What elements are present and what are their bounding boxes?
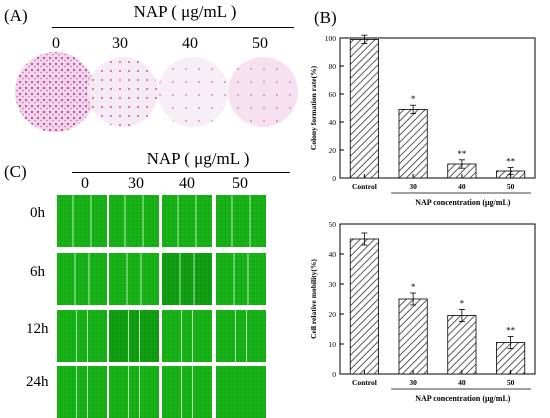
- y-tick-label: 80: [329, 62, 337, 71]
- wound-image: [216, 366, 266, 418]
- y-tick-label: 10: [329, 340, 337, 349]
- y-tick-label: 50: [329, 220, 337, 229]
- bar: [349, 38, 379, 179]
- panel-c-dose-40: 40: [179, 175, 195, 192]
- panel-a-header-rule: [52, 27, 294, 28]
- wound-image: [162, 310, 212, 362]
- wound-image: [216, 195, 266, 247]
- x-tick-label: 30: [409, 378, 417, 387]
- panel-c-label: (C): [4, 162, 27, 181]
- wound-image: [109, 310, 159, 362]
- wound-image: [109, 195, 159, 247]
- colony-plate-30: [88, 57, 158, 127]
- significance-marker: *: [411, 94, 416, 104]
- panel-a-label: (A): [4, 6, 28, 25]
- y-tick-label: 0: [332, 174, 336, 183]
- wound-image: [216, 253, 266, 305]
- panel-a-dose-0: 0: [52, 35, 60, 52]
- panel-a-dose-50: 50: [252, 35, 268, 52]
- y-tick-label: 30: [329, 280, 337, 289]
- bar: [447, 315, 477, 375]
- significance-marker: **: [506, 326, 516, 336]
- plot-frame: [339, 223, 536, 375]
- x-tick-label: 30: [409, 182, 417, 191]
- panel-a-dose-30: 30: [112, 35, 128, 52]
- colony-plate-50: [228, 57, 298, 127]
- y-tick-label: 100: [325, 34, 337, 43]
- wound-image: [57, 195, 107, 247]
- colony-plates: [15, 52, 298, 132]
- x-tick-label: 40: [458, 182, 466, 191]
- y-tick-label: 20: [329, 146, 337, 155]
- bar: [398, 298, 428, 375]
- x-tick-label: Control: [352, 182, 377, 191]
- x-tick-label: Control: [352, 378, 377, 387]
- y-tick-label: 40: [329, 250, 337, 259]
- panel-c-time-12h: 12h: [26, 321, 49, 337]
- wound-image: [109, 366, 159, 418]
- y-tick-label: 20: [329, 310, 337, 319]
- x-tick-label: 50: [507, 182, 515, 191]
- colony-plate-40: [158, 57, 228, 127]
- wound-image: [57, 366, 107, 418]
- cell-mobility-chart: 0 10 20 30 40 50 Control * 30 * 40 ** 50 NAP concentr…: [309, 220, 536, 403]
- y-tick-label: 60: [329, 90, 337, 99]
- y-axis-label: Colony formation rate(%): [309, 65, 318, 150]
- panel-c-dose-30: 30: [128, 175, 144, 192]
- colony-formation-chart: 0 20 40 60 80 100 Control * 30 ** 40 ** 50 NAP concen…: [309, 34, 536, 207]
- bar: [398, 109, 428, 179]
- x-axis-label: NAP concentration (μg/mL): [415, 198, 511, 207]
- y-tick-label: 40: [329, 118, 337, 127]
- wound-image: [162, 195, 212, 247]
- panel-c-header-rule: [72, 172, 290, 173]
- wound-image: [162, 253, 212, 305]
- y-tick-label: 0: [332, 370, 336, 379]
- wound-image: [57, 310, 107, 362]
- panel-a-header: NAP ( μg/mL ): [133, 2, 237, 21]
- bar: [349, 238, 379, 375]
- wound-image: [109, 253, 159, 305]
- panel-b-label: (B): [314, 8, 337, 27]
- colony-plate-0: [15, 52, 95, 132]
- x-tick-label: 50: [507, 378, 515, 387]
- panel-c-time-6h: 6h: [30, 264, 45, 280]
- significance-marker: **: [506, 157, 516, 167]
- significance-marker: *: [460, 299, 465, 309]
- panel-c-time-0h: 0h: [30, 205, 45, 221]
- significance-marker: **: [457, 149, 467, 159]
- significance-marker: *: [411, 282, 416, 292]
- plot-frame: [339, 37, 536, 179]
- panel-c-header: NAP ( μg/mL ): [146, 149, 250, 168]
- panel-a-dose-40: 40: [182, 35, 198, 52]
- x-tick-label: 40: [458, 378, 466, 387]
- panel-c-dose-0: 0: [81, 175, 89, 192]
- wound-image: [57, 253, 107, 305]
- panel-c-time-24h: 24h: [26, 374, 49, 390]
- panel-c-dose-50: 50: [232, 175, 248, 192]
- wound-image: [216, 310, 266, 362]
- wound-image: [162, 366, 212, 418]
- y-axis-label: Cell relative mobility(%): [309, 259, 318, 339]
- x-axis-label: NAP concentration (μg/mL): [415, 394, 511, 403]
